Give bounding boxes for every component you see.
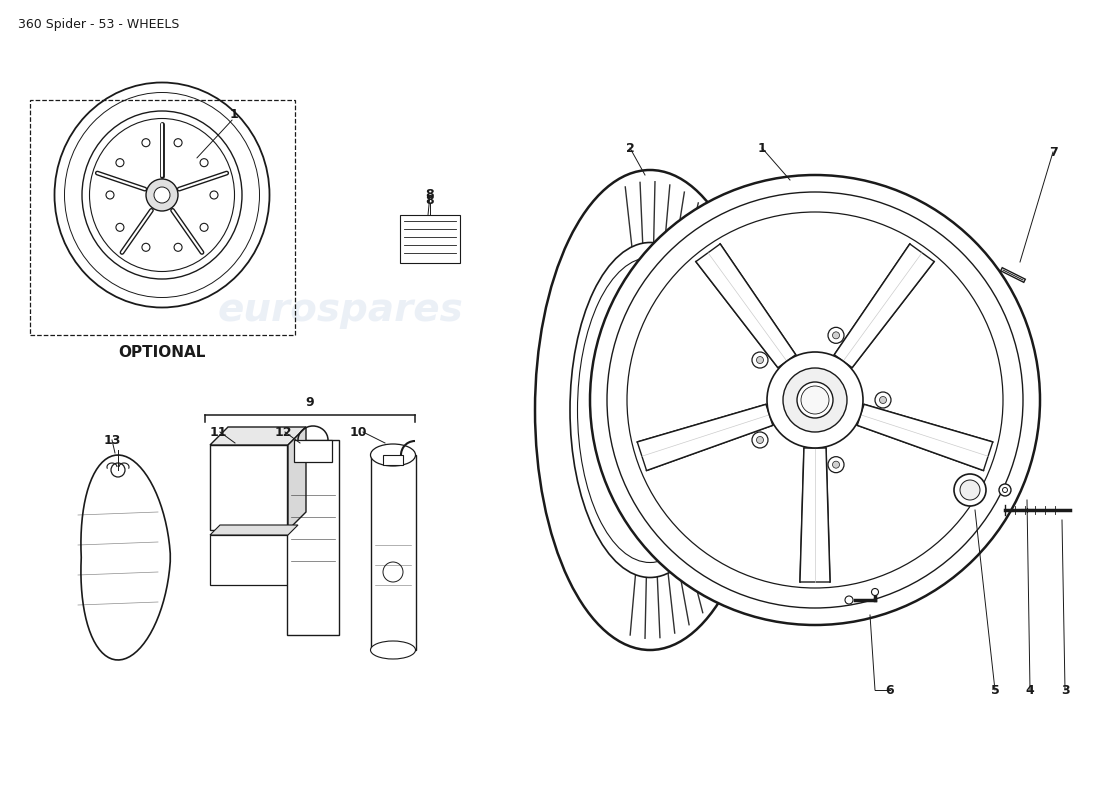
Polygon shape [696, 244, 795, 368]
Ellipse shape [371, 444, 416, 466]
Text: 5: 5 [991, 683, 1000, 697]
Bar [371, 455, 416, 650]
Text: eurospares: eurospares [578, 571, 823, 609]
Circle shape [752, 352, 768, 368]
Circle shape [200, 223, 208, 231]
Circle shape [200, 158, 208, 166]
Ellipse shape [82, 111, 242, 279]
Circle shape [783, 368, 847, 432]
Circle shape [880, 397, 887, 403]
Circle shape [828, 327, 844, 343]
Text: 1: 1 [230, 109, 239, 122]
Polygon shape [288, 427, 306, 530]
Circle shape [210, 191, 218, 199]
Text: 7: 7 [1048, 146, 1057, 158]
Ellipse shape [371, 641, 416, 659]
Text: 6: 6 [886, 683, 894, 697]
Text: 12: 12 [274, 426, 292, 438]
Polygon shape [834, 244, 934, 368]
Text: 13: 13 [103, 434, 121, 446]
Circle shape [752, 432, 768, 448]
Circle shape [757, 437, 763, 443]
Circle shape [845, 596, 853, 604]
Circle shape [874, 392, 891, 408]
Text: OPTIONAL: OPTIONAL [119, 345, 206, 360]
Circle shape [757, 357, 763, 363]
Polygon shape [210, 525, 298, 535]
Text: 10: 10 [350, 426, 366, 438]
Circle shape [954, 474, 986, 506]
Circle shape [154, 187, 170, 203]
Bar [30, 100, 295, 335]
Bar [383, 455, 403, 465]
Circle shape [833, 461, 839, 468]
Circle shape [106, 191, 114, 199]
Text: 11: 11 [209, 426, 227, 438]
Bar [287, 440, 339, 635]
Polygon shape [210, 427, 306, 445]
Circle shape [174, 243, 183, 251]
Text: 360 Spider - 53 - WHEELS: 360 Spider - 53 - WHEELS [18, 18, 179, 31]
Text: 9: 9 [306, 397, 315, 410]
Circle shape [833, 332, 839, 339]
Text: eurospares: eurospares [217, 291, 463, 329]
Ellipse shape [535, 170, 764, 650]
Circle shape [801, 386, 829, 414]
Bar [294, 440, 332, 462]
Circle shape [142, 138, 150, 146]
Circle shape [798, 382, 833, 418]
Bar [400, 215, 460, 263]
Polygon shape [637, 404, 772, 470]
Circle shape [116, 158, 124, 166]
Text: 8: 8 [426, 189, 434, 202]
Text: 4: 4 [1025, 683, 1034, 697]
Circle shape [174, 138, 183, 146]
Circle shape [590, 175, 1040, 625]
Circle shape [999, 484, 1011, 496]
Circle shape [116, 223, 124, 231]
Polygon shape [857, 404, 992, 470]
Circle shape [146, 179, 178, 211]
Text: 8: 8 [426, 194, 434, 206]
Polygon shape [81, 455, 170, 660]
Circle shape [960, 480, 980, 500]
Circle shape [828, 457, 844, 473]
Text: 2: 2 [626, 142, 635, 154]
Bar [210, 535, 288, 585]
Ellipse shape [570, 242, 730, 578]
Circle shape [767, 352, 864, 448]
Text: 3: 3 [1060, 683, 1069, 697]
Text: 1: 1 [758, 142, 767, 154]
Circle shape [871, 589, 879, 595]
Polygon shape [800, 448, 830, 582]
Bar [210, 445, 288, 530]
Circle shape [142, 243, 150, 251]
